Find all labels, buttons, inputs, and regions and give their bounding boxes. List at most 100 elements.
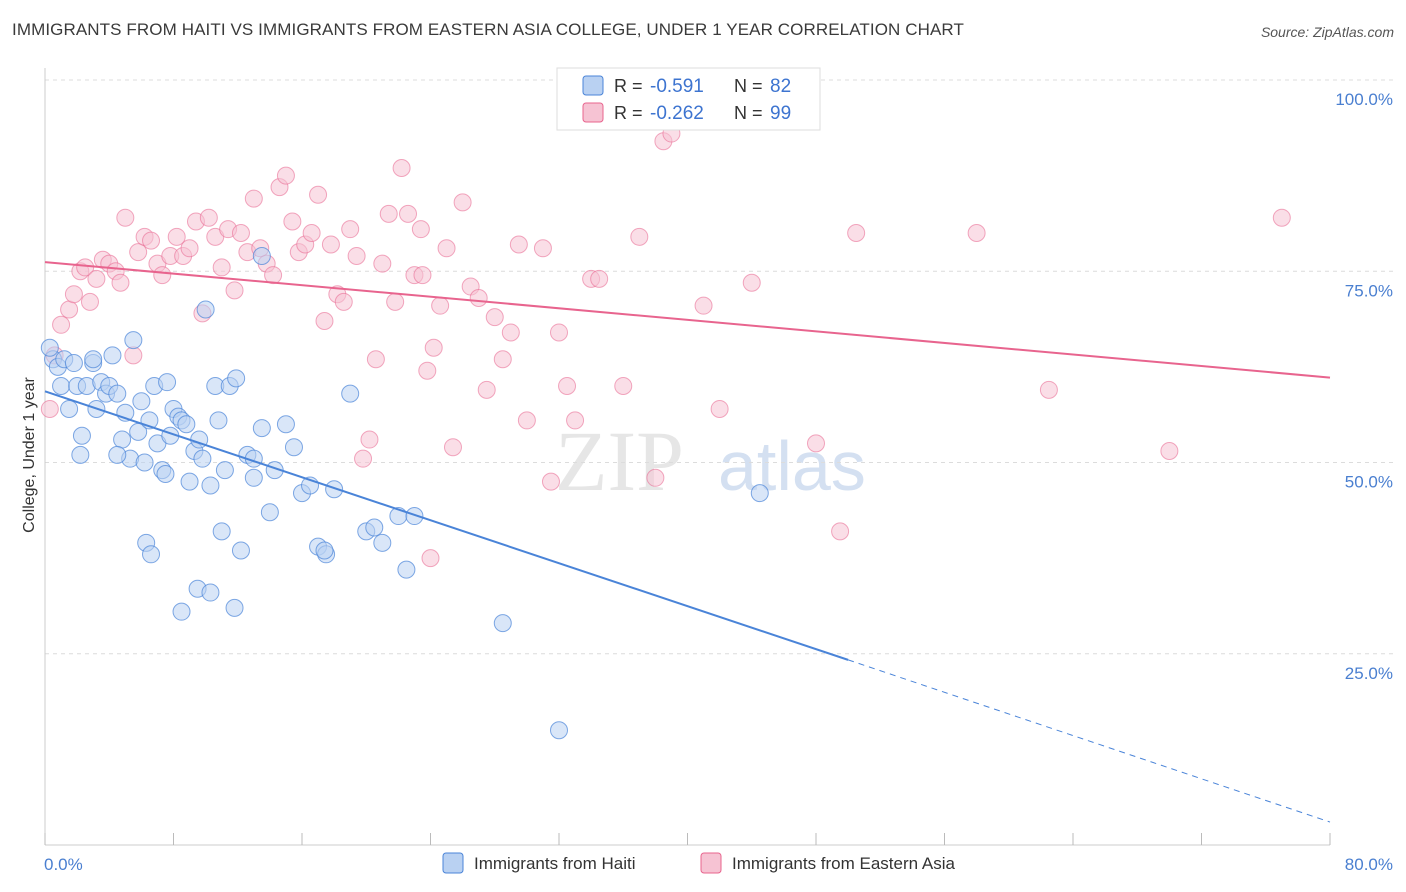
data-point-asia	[646, 468, 665, 487]
data-point-haiti	[341, 384, 360, 403]
y-tick-labels: 100.0% 75.0% 50.0% 25.0%	[1335, 90, 1393, 683]
data-point-asia	[424, 338, 443, 357]
data-point-haiti	[40, 338, 59, 357]
data-point-asia	[153, 266, 172, 285]
legend-swatch-haiti	[582, 75, 604, 96]
data-point-asia	[437, 239, 456, 258]
data-point-asia	[566, 411, 585, 430]
legend-n-label-haiti: N =	[734, 76, 763, 96]
trend-line-haiti	[44, 390, 849, 661]
data-point-asia	[142, 231, 161, 250]
y-tick-label: 75.0%	[1345, 281, 1393, 300]
data-point-asia	[533, 239, 552, 258]
data-point-asia	[341, 220, 360, 239]
data-point-asia	[550, 323, 568, 342]
data-point-asia	[453, 193, 472, 212]
data-point-haiti	[124, 331, 143, 350]
data-point-haiti	[177, 415, 196, 434]
data-point-haiti	[52, 377, 71, 395]
data-point-asia	[831, 522, 850, 541]
bottom-legend-haiti: Immigrants from Haiti	[474, 854, 636, 873]
y-tick-label: 50.0%	[1345, 473, 1393, 492]
data-point-haiti	[180, 472, 199, 491]
data-point-asia	[212, 258, 231, 277]
data-point-asia	[167, 227, 186, 246]
data-point-asia	[485, 308, 504, 327]
legend-n-value-asia: 99	[770, 103, 791, 124]
data-point-haiti	[252, 419, 271, 438]
legend-n-label-asia: N =	[734, 103, 763, 123]
trend-lines	[44, 261, 1331, 823]
data-point-haiti	[212, 522, 231, 541]
data-point-asia	[360, 430, 379, 449]
data-point-asia	[399, 204, 418, 223]
x-tick-max: 80.0%	[1345, 855, 1393, 874]
data-point-asia	[413, 266, 432, 285]
data-point-haiti	[60, 399, 79, 418]
data-point-asia	[321, 235, 340, 254]
data-point-haiti	[244, 468, 263, 487]
data-point-asia	[111, 273, 130, 292]
data-point-haiti	[142, 545, 161, 564]
data-point-asia	[1272, 208, 1291, 227]
y-axis-label: College, Under 1 year	[21, 377, 38, 533]
data-point-asia	[315, 311, 334, 330]
correlation-legend: R = -0.591 N = 82 R = -0.262 N = 99	[556, 67, 821, 131]
trend-line-haiti-extension	[847, 659, 1331, 823]
data-point-haiti	[71, 445, 90, 464]
data-point-asia	[541, 472, 560, 491]
data-point-haiti	[325, 480, 344, 499]
data-point-haiti	[315, 541, 334, 560]
data-point-haiti	[225, 598, 244, 617]
chart-title: IMMIGRANTS FROM HAITI VS IMMIGRANTS FROM…	[12, 20, 964, 39]
data-point-haiti	[231, 541, 250, 560]
data-point-asia	[276, 166, 295, 185]
data-point-haiti	[201, 476, 220, 495]
series-eastern-asia-points	[40, 93, 1291, 568]
data-point-asia	[225, 281, 244, 300]
axes	[44, 68, 1331, 846]
data-point-asia	[807, 434, 825, 453]
data-point-haiti	[284, 438, 303, 457]
watermark-atlas: atlas	[718, 427, 866, 505]
y-tick-label: 25.0%	[1345, 664, 1393, 683]
data-point-asia	[373, 254, 392, 273]
data-point-asia	[116, 208, 135, 227]
data-point-asia	[199, 208, 218, 227]
data-point-asia	[558, 377, 577, 395]
legend-r-value-haiti: -0.591	[650, 76, 704, 97]
data-point-asia	[87, 269, 106, 288]
legend-swatch-asia	[582, 102, 604, 123]
data-point-asia	[710, 399, 729, 418]
data-point-asia	[421, 549, 440, 568]
data-point-haiti	[64, 354, 83, 373]
data-point-haiti	[397, 560, 416, 579]
data-point-asia	[614, 377, 633, 395]
data-point-haiti	[493, 614, 512, 633]
data-point-haiti	[108, 445, 127, 464]
data-point-haiti	[135, 453, 154, 472]
data-point-asia	[443, 438, 462, 457]
data-point-asia	[347, 246, 366, 265]
data-point-haiti	[260, 503, 279, 522]
data-point-haiti	[209, 411, 228, 430]
data-point-asia	[386, 292, 405, 311]
data-point-haiti	[227, 369, 246, 388]
data-point-asia	[40, 399, 59, 418]
data-point-asia	[334, 292, 353, 311]
data-point-asia	[418, 361, 437, 380]
legend-r-value-asia: -0.262	[650, 103, 704, 124]
data-point-asia	[180, 239, 199, 258]
data-point-asia	[1160, 442, 1179, 461]
data-point-haiti	[365, 518, 384, 537]
data-point-asia	[493, 350, 512, 369]
data-point-haiti	[215, 461, 234, 480]
data-point-asia	[590, 269, 609, 288]
data-point-asia	[501, 323, 520, 342]
data-point-haiti	[373, 533, 392, 552]
data-point-asia	[264, 266, 283, 285]
bottom-legend-swatch-haiti	[442, 852, 464, 874]
data-point-asia	[129, 243, 148, 262]
data-point-asia	[64, 285, 83, 304]
